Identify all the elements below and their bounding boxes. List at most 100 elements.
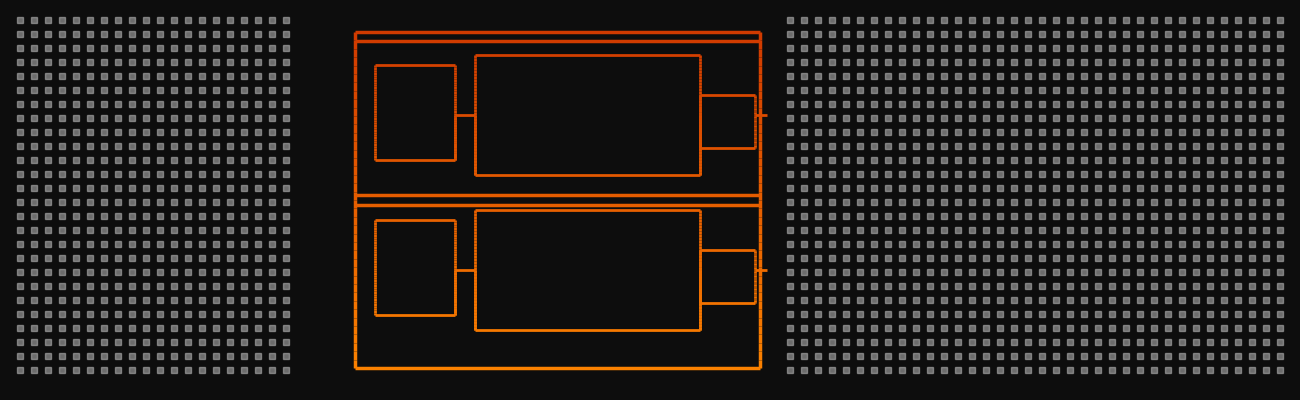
- Bar: [129, 17, 135, 23]
- Bar: [116, 241, 121, 247]
- Bar: [1235, 157, 1242, 163]
- Bar: [1138, 241, 1143, 247]
- Bar: [1067, 59, 1072, 65]
- Bar: [101, 367, 107, 373]
- Bar: [58, 185, 65, 191]
- Bar: [17, 339, 23, 345]
- Bar: [213, 367, 218, 373]
- Bar: [1053, 101, 1059, 107]
- Bar: [240, 17, 247, 23]
- Bar: [968, 297, 975, 303]
- Bar: [1123, 143, 1128, 149]
- Bar: [997, 157, 1002, 163]
- Bar: [185, 157, 191, 163]
- Bar: [172, 185, 177, 191]
- Bar: [1221, 129, 1227, 135]
- Bar: [199, 73, 205, 79]
- Bar: [1011, 241, 1017, 247]
- Bar: [1249, 325, 1254, 331]
- Bar: [129, 311, 135, 317]
- Bar: [1208, 171, 1213, 177]
- Bar: [1123, 199, 1128, 205]
- Bar: [143, 297, 150, 303]
- Bar: [172, 87, 177, 93]
- Bar: [240, 297, 247, 303]
- Bar: [213, 269, 218, 275]
- Bar: [1053, 143, 1059, 149]
- Bar: [87, 367, 92, 373]
- Bar: [269, 143, 274, 149]
- Bar: [1026, 157, 1031, 163]
- Bar: [255, 227, 261, 233]
- Bar: [46, 157, 51, 163]
- Bar: [1138, 353, 1143, 359]
- Bar: [900, 87, 905, 93]
- Bar: [17, 101, 23, 107]
- Bar: [116, 185, 121, 191]
- Bar: [968, 311, 975, 317]
- Bar: [871, 73, 878, 79]
- Bar: [1235, 353, 1242, 359]
- Bar: [1277, 199, 1283, 205]
- Bar: [1138, 227, 1143, 233]
- Bar: [143, 87, 150, 93]
- Bar: [1193, 353, 1199, 359]
- Bar: [283, 87, 289, 93]
- Bar: [983, 45, 989, 51]
- Bar: [1123, 185, 1128, 191]
- Bar: [786, 367, 793, 373]
- Bar: [143, 325, 150, 331]
- Bar: [157, 325, 162, 331]
- Bar: [983, 17, 989, 23]
- Bar: [1039, 227, 1045, 233]
- Bar: [73, 129, 79, 135]
- Bar: [1249, 45, 1254, 51]
- Bar: [956, 115, 961, 121]
- Bar: [157, 269, 162, 275]
- Bar: [786, 31, 793, 37]
- Bar: [1264, 73, 1269, 79]
- Bar: [143, 227, 150, 233]
- Bar: [1249, 115, 1254, 121]
- Bar: [31, 227, 36, 233]
- Bar: [941, 339, 946, 345]
- Bar: [815, 185, 820, 191]
- Bar: [1193, 129, 1199, 135]
- Bar: [240, 241, 247, 247]
- Bar: [1150, 297, 1157, 303]
- Bar: [172, 353, 177, 359]
- Bar: [1150, 185, 1157, 191]
- Bar: [101, 353, 107, 359]
- Bar: [1208, 311, 1213, 317]
- Bar: [871, 213, 878, 219]
- Bar: [73, 269, 79, 275]
- Bar: [157, 311, 162, 317]
- Bar: [1039, 59, 1045, 65]
- Bar: [786, 241, 793, 247]
- Bar: [1011, 45, 1017, 51]
- Bar: [73, 101, 79, 107]
- Bar: [1109, 73, 1115, 79]
- Bar: [269, 227, 274, 233]
- Bar: [1221, 101, 1227, 107]
- Bar: [815, 101, 820, 107]
- Bar: [1150, 339, 1157, 345]
- Bar: [46, 129, 51, 135]
- Bar: [815, 157, 820, 163]
- Bar: [213, 213, 218, 219]
- Bar: [941, 115, 946, 121]
- Bar: [185, 339, 191, 345]
- Bar: [1150, 101, 1157, 107]
- Bar: [786, 59, 793, 65]
- Bar: [968, 255, 975, 261]
- Bar: [786, 143, 793, 149]
- Bar: [1150, 367, 1157, 373]
- Bar: [185, 185, 191, 191]
- Bar: [73, 59, 79, 65]
- Bar: [1221, 31, 1227, 37]
- Bar: [101, 87, 107, 93]
- Bar: [101, 283, 107, 289]
- Bar: [885, 255, 891, 261]
- Bar: [1053, 45, 1059, 51]
- Bar: [1039, 73, 1045, 79]
